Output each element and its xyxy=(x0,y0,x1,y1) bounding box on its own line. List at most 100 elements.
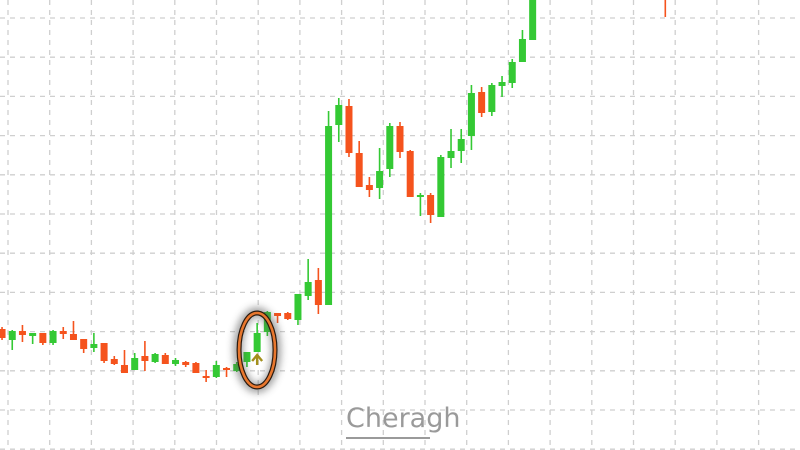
annotations xyxy=(233,307,281,393)
candle-bullish xyxy=(376,148,384,199)
candle-bullish xyxy=(131,353,139,370)
candle-bearish xyxy=(141,341,149,371)
candle-bullish xyxy=(212,361,220,378)
candle-body xyxy=(416,195,424,197)
candle-bearish xyxy=(182,361,190,367)
candle-bullish xyxy=(90,333,98,352)
candle-bearish xyxy=(0,327,6,340)
candle-body xyxy=(427,195,435,215)
candle-body xyxy=(345,106,353,153)
candle-body xyxy=(437,157,445,217)
candle-body xyxy=(29,333,37,336)
candle-body xyxy=(161,355,169,364)
candle-body xyxy=(8,331,16,340)
candle-bullish xyxy=(253,323,261,352)
candle-bullish xyxy=(172,358,180,366)
candle-body xyxy=(365,185,373,190)
candle-body xyxy=(100,343,108,361)
candle-bearish xyxy=(274,313,282,323)
candle-bullish xyxy=(386,123,394,177)
candle-bullish xyxy=(447,129,455,168)
candle-bearish xyxy=(39,333,47,345)
candle-body xyxy=(498,82,506,86)
candle-body xyxy=(182,362,190,365)
candle-bearish xyxy=(161,353,169,364)
candle-body xyxy=(141,356,149,361)
candle-body xyxy=(49,331,57,343)
candle-bullish xyxy=(49,330,57,345)
candle-bullish xyxy=(29,333,37,344)
candle-body xyxy=(529,0,537,40)
candle-body xyxy=(212,365,220,377)
candle-bearish xyxy=(18,325,26,342)
candle-bearish xyxy=(192,362,200,373)
candle-bearish xyxy=(345,99,353,157)
candle-body xyxy=(110,359,118,364)
candle-body xyxy=(325,126,333,305)
candle-body xyxy=(447,151,455,158)
candle-body xyxy=(355,153,363,187)
candle-bearish xyxy=(100,343,108,363)
candle-body xyxy=(192,363,200,373)
candles xyxy=(0,0,667,382)
candle-bullish xyxy=(518,30,526,62)
candle-bearish xyxy=(478,87,486,117)
candle-body xyxy=(151,354,159,362)
candle-bullish xyxy=(529,0,537,40)
candle-body xyxy=(478,92,486,113)
candle-body xyxy=(314,280,322,305)
candle-bullish xyxy=(437,155,445,217)
candle-body xyxy=(386,126,394,169)
watermark-underline xyxy=(346,437,430,439)
candle-body xyxy=(90,344,98,348)
candle-body xyxy=(131,358,139,370)
watermark-logo: Cheragh xyxy=(346,403,461,434)
candle-bullish xyxy=(304,259,312,300)
candle-body xyxy=(202,376,210,378)
candle-bearish xyxy=(120,350,128,373)
candle-body xyxy=(80,339,88,349)
candle-body xyxy=(457,139,465,151)
candle-body xyxy=(304,282,312,296)
highlight-ellipse xyxy=(237,311,277,389)
candle-bullish xyxy=(508,59,516,88)
candle-bullish xyxy=(467,85,475,150)
candle-bearish xyxy=(223,367,231,377)
candle-body xyxy=(508,62,516,83)
candle-body xyxy=(69,334,77,340)
candle-bullish xyxy=(416,193,424,216)
candle-bearish xyxy=(69,321,77,340)
candle-bullish xyxy=(243,352,251,367)
candle-bullish xyxy=(457,129,465,163)
candle-body xyxy=(294,294,302,320)
candle-body xyxy=(253,333,261,352)
candle-body xyxy=(18,331,26,335)
candle-bearish xyxy=(406,150,414,197)
candle-bearish xyxy=(314,268,322,314)
candle-body xyxy=(488,85,496,112)
candle-bearish xyxy=(202,370,210,382)
candle-body xyxy=(406,151,414,197)
candle-body xyxy=(376,171,384,188)
candle-bearish xyxy=(427,193,435,223)
candle-bearish xyxy=(80,339,88,353)
candle-body xyxy=(518,39,526,62)
candle-bearish xyxy=(355,141,363,187)
candle-body xyxy=(284,313,292,319)
candle-bearish xyxy=(664,0,667,17)
candle-bullish xyxy=(294,294,302,325)
candle-body xyxy=(396,126,404,152)
candle-bullish xyxy=(335,98,343,142)
candle-body xyxy=(243,352,251,362)
candle-bullish xyxy=(498,76,506,97)
candle-bullish xyxy=(151,353,159,363)
candle-bearish xyxy=(365,177,373,197)
candle-body xyxy=(39,333,47,343)
candle-body xyxy=(335,105,343,125)
candle-bullish xyxy=(488,83,496,116)
candle-bearish xyxy=(59,327,67,339)
candle-body xyxy=(59,331,67,334)
